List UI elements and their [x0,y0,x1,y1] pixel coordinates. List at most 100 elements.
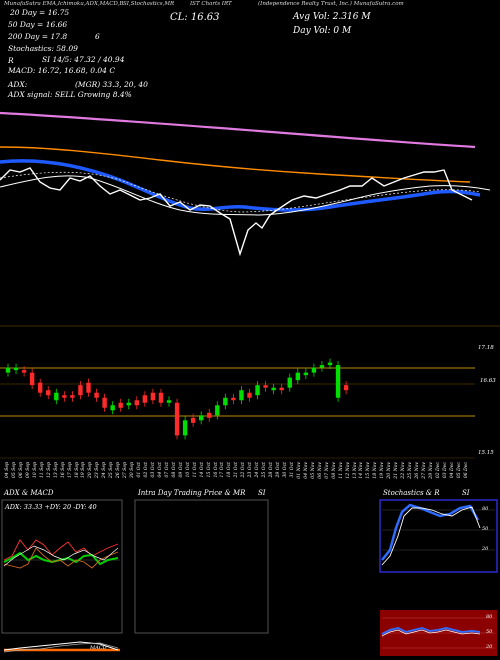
candle-body [142,395,148,403]
adx-macd-title: ADX & MACD [4,489,54,497]
candle-body [54,392,59,401]
date-label: 27 Sep [123,462,129,479]
candle-chart [0,358,475,459]
stoch-level-20: 20 [482,546,489,552]
date-label: 21 Nov [394,462,400,479]
ema20-line [0,175,491,216]
candle-body [174,402,180,436]
date-label: 26 Sep [116,462,122,479]
ema50-line [0,159,481,212]
date-label: 07 Nov [324,462,330,479]
date-label: 11 Sep [39,462,45,479]
date-label: 20 Sep [88,462,94,479]
date-label: 19 Sep [81,462,87,479]
rsi-level-20: 20 [486,644,493,650]
candle-body [86,382,91,393]
candle-body [182,420,188,436]
date-label: 01 Nov [296,462,302,479]
candle-body [303,372,309,376]
ema200-label: 200 Day = 17.8 [8,32,68,41]
candle-body [190,417,196,423]
price-axis-mid: 16.63 [480,378,496,384]
date-label: 13 Nov [352,462,358,479]
date-label: 10 Oct [185,462,191,478]
ema100-line [0,146,471,183]
adx-readout: ADX: 33.33 +DY: 20 -DY: 40 [5,503,97,511]
candle-body [62,395,67,398]
ema-chart [0,111,491,257]
candle-body [319,365,325,368]
candle-body [70,395,75,398]
ichimoku-line [0,171,481,213]
date-label: 24 Oct [255,462,261,478]
candle-body [158,392,164,403]
candle-body [239,390,244,401]
date-label: 08 Nov [331,462,337,479]
date-label: 12 Nov [345,462,351,479]
stoch-title: Stochastics & R [383,489,440,497]
stoch-frame [379,499,498,573]
candle-body [126,402,131,406]
candle-body [247,392,252,398]
adx-signal: ADX signal: SELL Growing 8.4% [8,90,132,99]
candle-body [29,372,35,386]
candle-body [110,405,115,411]
date-label: 14 Oct [199,462,205,478]
candle-body [134,400,139,406]
rsi-level-50: 50 [486,629,493,635]
avg-volume: Avg Vol: 2.316 M [293,12,371,22]
candle-body [223,397,228,406]
date-label: 14 Nov [359,462,365,479]
date-label: 16 Oct [213,462,219,478]
candle-body [271,387,276,391]
date-label: 21 Oct [234,462,240,478]
stoch-level-50: 50 [482,526,489,532]
date-label: 06 Nov [317,462,323,479]
date-label: 18 Nov [373,462,379,479]
intraday-si: SI [258,489,266,497]
date-label: 18 Oct [227,462,233,478]
date-label: 10 Sep [32,462,38,479]
stoch-lines [381,503,495,566]
intraday-title: Intra Day Trading Price & MR [138,489,246,497]
date-label: 05 Sep [11,462,17,479]
candle-body [207,412,212,418]
date-label: 05 Nov [310,462,316,479]
candle-body [327,362,333,366]
intraday-frame [134,499,269,634]
day-volume: Day Vol: 0 M [293,26,352,36]
candle-body [118,402,123,408]
date-label: 11 Nov [338,462,344,479]
date-label: 03 Dec [442,462,448,479]
date-label: 25 Nov [408,462,414,479]
date-label: 09 Sep [25,462,31,479]
date-label: 07 Oct [164,462,170,478]
date-label: 15 Nov [366,462,372,479]
date-label: 12 Sep [46,462,52,479]
candle-body [343,385,349,391]
candle-body [335,365,341,398]
date-label: 04 Dec [449,462,455,479]
ema-extra: 6 [95,32,100,41]
date-label: 06 Dec [463,462,469,479]
date-label: 29 Nov [428,462,434,479]
rsi-prefix: R [8,56,14,65]
date-label: 25 Sep [109,462,115,479]
macd-label: MACD [90,645,107,651]
date-label: 29 Oct [276,462,282,478]
date-label: 19 Nov [380,462,386,479]
macd-lines [3,641,120,653]
date-label: 23 Sep [95,462,101,479]
header-company: (Independence Realty Trust, Inc.) Munafa… [258,1,404,7]
stochastics-value: Stochastics: 58.09 [8,44,78,53]
candle-body [150,392,156,401]
date-label: 26 Nov [415,462,421,479]
date-label: 20 Nov [387,462,393,479]
date-label: 22 Oct [241,462,247,478]
rsi-level-80: 80 [486,614,493,620]
date-label: 25 Oct [262,462,268,478]
header-indicators: SI,Stochastics,MR [123,1,175,7]
date-label: 11 Oct [192,462,198,478]
adx-lines [3,539,120,569]
